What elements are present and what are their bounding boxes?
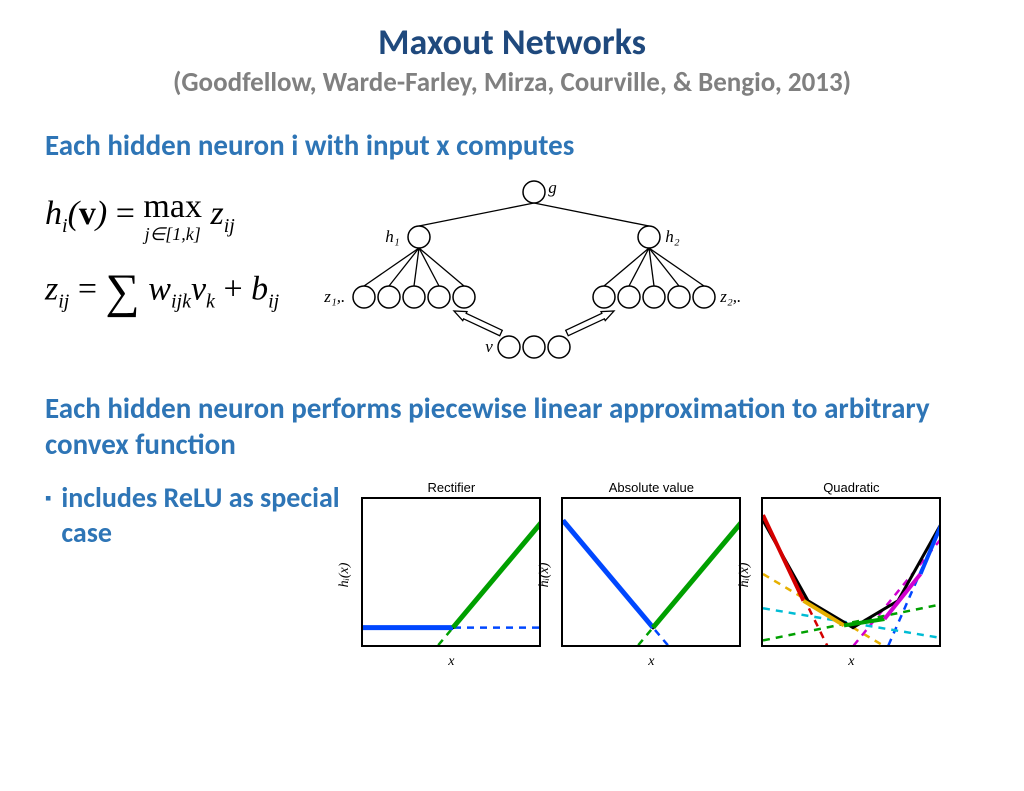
section-2-text: Each hidden neuron performs piecewise li… bbox=[45, 390, 979, 462]
charts-row: Rectifierhᵢ(x)xAbsolute valuehᵢ(x)xQuadr… bbox=[361, 480, 941, 670]
section-1-text: Each hidden neuron i with input x comput… bbox=[45, 127, 979, 163]
slide-subtitle: (Goodfellow, Warde-Farley, Mirza, Courvi… bbox=[45, 66, 979, 99]
slide-title: Maxout Networks bbox=[45, 20, 979, 64]
bullet-marker-icon: ▪ bbox=[45, 487, 51, 509]
chart-absolute-value: Absolute valuehᵢ(x)x bbox=[561, 480, 741, 670]
equation-block: hi(v) = max j∈[1,k] zij zij = ∑ wijkvk +… bbox=[45, 187, 279, 321]
chart-quadratic: Quadratichᵢ(x)x bbox=[761, 480, 941, 670]
chart-rectifier: Rectifierhᵢ(x)x bbox=[361, 480, 541, 670]
bullet-1-text: includes ReLU as special case bbox=[61, 480, 341, 550]
network-diagram: g h₁ h₂ z₁,. z₂,. v bbox=[319, 172, 979, 372]
